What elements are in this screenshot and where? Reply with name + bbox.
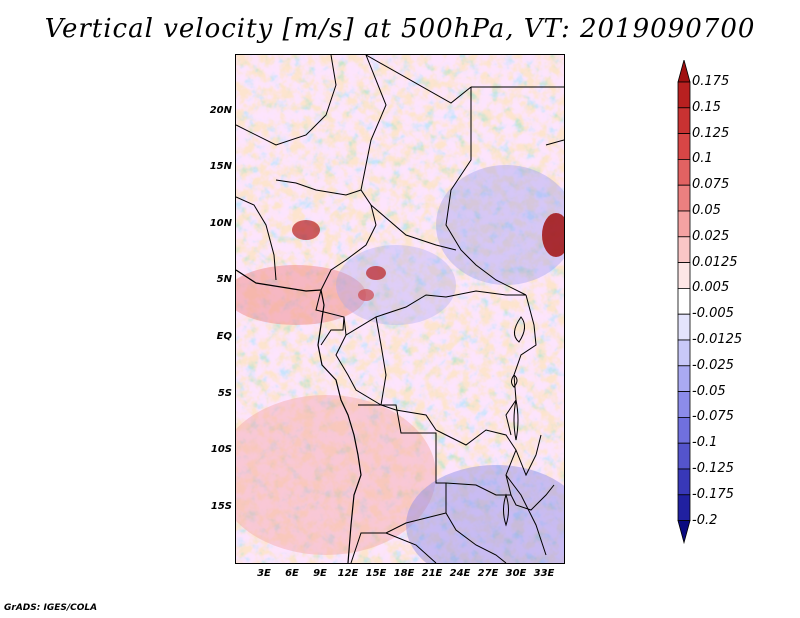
colorbar-segment bbox=[677, 262, 691, 289]
colorbar-tick-label: -0.05 bbox=[692, 383, 726, 399]
colorbar-segment bbox=[677, 236, 691, 264]
great-lakes bbox=[503, 316, 525, 527]
blue-region-central bbox=[336, 245, 456, 325]
lon-label-30e: 30E bbox=[505, 568, 527, 579]
colorbar-segment-min bbox=[677, 520, 691, 545]
colorbar-tick-label: 0.15 bbox=[692, 99, 721, 115]
lat-label-10s: 10S bbox=[210, 444, 232, 455]
lat-label-10n: 10N bbox=[209, 218, 232, 229]
blue-region-northeast bbox=[436, 165, 564, 285]
lat-label-eq: EQ bbox=[216, 331, 232, 342]
lon-label-27e: 27E bbox=[477, 568, 499, 579]
colorbar-tick-label: -0.025 bbox=[692, 357, 734, 373]
coastline bbox=[236, 269, 362, 563]
colorbar-segment bbox=[677, 442, 691, 470]
colorbar-segment bbox=[677, 81, 691, 109]
colorbar-segment bbox=[677, 210, 691, 238]
grads-credit: GrADS: IGES/COLA bbox=[4, 603, 98, 613]
colorbar-segment bbox=[677, 184, 691, 212]
country-borders bbox=[236, 55, 564, 563]
colorbar-segment-max bbox=[677, 60, 691, 83]
colorbar-tick-label: 0.175 bbox=[692, 74, 730, 89]
lat-label-15n: 15N bbox=[209, 161, 232, 172]
colorbar-tick-label: 0.075 bbox=[692, 177, 730, 193]
colorbar-tick-label: -0.125 bbox=[692, 461, 734, 476]
colorbar-segment bbox=[677, 133, 691, 160]
colorbar-tick-label: -0.2 bbox=[692, 512, 718, 528]
lon-label-3e: 3E bbox=[257, 568, 271, 579]
updraft-cameroon bbox=[366, 266, 386, 280]
red-region-southwest bbox=[236, 395, 436, 555]
colorbar-tick-label: -0.075 bbox=[692, 409, 734, 425]
lat-label-15s: 15S bbox=[210, 501, 232, 512]
colorbar-tick-label: 0.0125 bbox=[692, 254, 738, 270]
colorbar-tick-label: 0.1 bbox=[692, 151, 713, 167]
colorbar-segment bbox=[677, 494, 691, 521]
lon-label-15e: 15E bbox=[365, 568, 387, 579]
colorbar-tick-label: -0.1 bbox=[692, 435, 718, 451]
lon-label-9e: 9E bbox=[313, 568, 327, 579]
lat-label-5n: 5N bbox=[216, 274, 232, 285]
colorbar-tick-label: 0.05 bbox=[692, 203, 721, 218]
lon-label-21e: 21E bbox=[421, 568, 443, 579]
colorbar-segment bbox=[677, 107, 691, 134]
updraft-nigeria bbox=[292, 220, 320, 240]
chart-title: Vertical velocity [m/s] at 500hPa, VT: 2… bbox=[44, 14, 756, 44]
colorbar-segment bbox=[677, 339, 691, 367]
colorbar-segment bbox=[677, 468, 691, 496]
map-plot-area bbox=[235, 54, 565, 564]
red-region-gulf bbox=[236, 265, 366, 325]
colorbar-segment bbox=[677, 365, 691, 392]
lon-label-24e: 24E bbox=[449, 568, 471, 579]
colorbar-tick-label: 0.025 bbox=[692, 228, 730, 244]
velocity-field-map bbox=[236, 55, 564, 563]
colorbar-segment bbox=[677, 391, 691, 418]
colorbar bbox=[677, 60, 691, 545]
colorbar-segment bbox=[677, 416, 691, 444]
lat-label-20n: 20N bbox=[209, 105, 232, 116]
lon-label-12e: 12E bbox=[337, 568, 359, 579]
colorbar-tick-label: -0.005 bbox=[692, 306, 734, 322]
updraft-car bbox=[358, 289, 374, 301]
colorbar-segment bbox=[677, 313, 691, 341]
lon-label-6e: 6E bbox=[285, 568, 299, 579]
strong-updraft-east bbox=[542, 213, 564, 257]
colorbar-tick-label: -0.0125 bbox=[692, 332, 743, 347]
colorbar-tick-label: 0.125 bbox=[692, 125, 730, 141]
colorbar-tick-label: -0.175 bbox=[692, 486, 734, 502]
lon-label-33e: 33E bbox=[533, 568, 555, 579]
colorbar-tick-label: 0.005 bbox=[692, 280, 730, 296]
colorbar-segment bbox=[677, 159, 691, 186]
lon-label-18e: 18E bbox=[393, 568, 415, 579]
lat-label-5s: 5S bbox=[217, 388, 232, 399]
colorbar-segment bbox=[677, 287, 691, 315]
